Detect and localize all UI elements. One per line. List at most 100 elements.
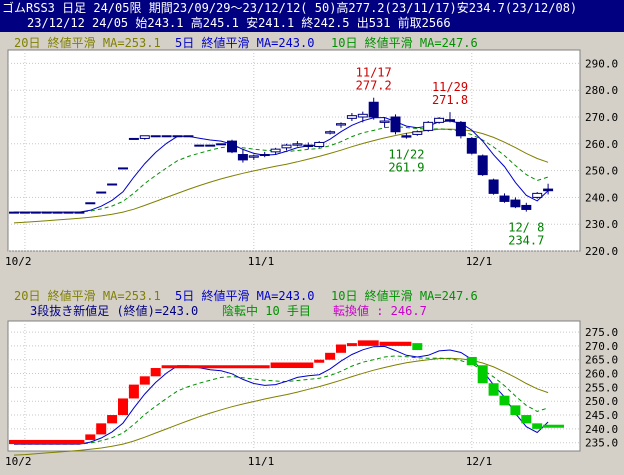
renko-brick-up: [139, 376, 150, 385]
candle-body-up: [41, 211, 52, 214]
annotation-date: 11/17: [356, 66, 392, 80]
candle-body-up: [336, 123, 346, 126]
candle-body-up: [379, 120, 390, 123]
x-tick-label: 10/2: [5, 255, 32, 268]
chart1-y-axis: 290.0 280.0 270.0 260.0 250.0 240.0 230.0 220.0: [585, 57, 618, 258]
candle: [259, 151, 270, 158]
ma5-line: [14, 345, 549, 445]
candle-body-up: [183, 135, 194, 138]
candle-body-up: [216, 143, 227, 146]
y-tick-label: 265.0: [585, 354, 618, 367]
chart2-moving-averages: [13, 345, 549, 456]
candle-body-up: [161, 135, 172, 138]
renko-brick-down: [466, 356, 477, 366]
candle-body-up: [270, 148, 281, 153]
candle-body-down: [237, 154, 248, 161]
y-tick-label: 260.0: [585, 138, 618, 151]
candle: [292, 141, 303, 147]
candle-body-up: [423, 121, 434, 131]
candle-body-down: [401, 135, 412, 138]
candle-body-up: [314, 141, 325, 147]
candle: [183, 135, 194, 138]
candle: [19, 211, 30, 214]
renko-brick-up: [85, 434, 96, 440]
legend-ma5: 5日 終値平滑 MA=243.0: [175, 35, 314, 50]
candle: [118, 167, 128, 170]
chart2-gridlines: [8, 321, 580, 451]
candle-body-down: [543, 188, 554, 192]
legend2-status: 陰転中 10 手目: [222, 303, 311, 318]
candle: [379, 117, 390, 128]
candle: [499, 193, 510, 203]
candle: [139, 135, 150, 140]
x-tick-label: 12/1: [466, 455, 493, 468]
candle: [521, 202, 532, 212]
renko-brick-down: [412, 343, 423, 351]
candle-body-up: [248, 155, 259, 158]
candle: [41, 211, 52, 214]
candle: [52, 211, 63, 214]
candle: [445, 112, 455, 123]
legend2-reversal: 転換値 : 246.7: [333, 303, 427, 318]
candle-body-down: [521, 204, 532, 210]
y-tick-label: 220.0: [585, 245, 618, 258]
candle-body-down: [477, 155, 488, 176]
candle: [412, 130, 423, 136]
candle: [488, 178, 499, 195]
y-tick-label: 270.0: [585, 340, 618, 353]
header-summary: ゴムRSS3 日足 24/05限 期間23/09/29～23/12/12( 50…: [2, 1, 578, 15]
candle-body-up: [259, 154, 270, 157]
candle: [161, 135, 172, 138]
renko-brick-up: [161, 365, 270, 369]
chart2-renko-bricks: [9, 340, 564, 445]
candle: [543, 183, 554, 195]
annotation-date: 11/29: [432, 80, 468, 94]
candle: [314, 141, 325, 148]
legend-ma20: 20日 終値平滑 MA=253.1: [14, 35, 161, 50]
candle: [194, 144, 205, 147]
renko-brick-down: [488, 383, 499, 396]
candle: [423, 121, 434, 132]
candle-body-up: [9, 211, 19, 214]
chart1-candles: [9, 97, 554, 214]
renko-brick-down: [532, 423, 543, 429]
candle-body-up: [150, 135, 161, 138]
candle: [336, 122, 346, 128]
renko-brick-down: [543, 424, 564, 428]
annotation-date: 12/ 8: [508, 221, 544, 235]
candle: [248, 154, 259, 160]
renko-brick-down: [521, 415, 532, 424]
renko-brick-up: [150, 368, 161, 377]
candle-body-up: [19, 211, 30, 214]
candle: [63, 211, 74, 214]
candle: [107, 183, 118, 186]
legend2-ma5: 5日 終値平滑 MA=243.0: [175, 288, 314, 303]
renko-brick-up: [346, 343, 357, 347]
candle-body-down: [510, 199, 521, 208]
candle: [346, 112, 357, 122]
x-tick-label: 11/1: [248, 455, 274, 468]
candle-body-up: [205, 144, 216, 147]
renko-brick-down: [510, 405, 521, 416]
x-tick-label: 11/1: [248, 255, 274, 268]
candle-body-up: [52, 211, 63, 214]
candle: [9, 211, 19, 214]
x-tick-label: 12/1: [466, 255, 493, 268]
candle-body-up: [357, 113, 368, 118]
renko-brick-up: [107, 415, 118, 424]
y-tick-label: 255.0: [585, 381, 618, 394]
renko-brick-up: [118, 398, 128, 416]
annotation-value: 234.7: [508, 234, 544, 248]
candle-body-up: [412, 131, 423, 135]
candle-body-up: [139, 135, 150, 139]
chart-header: ゴムRSS3 日足 24/05限 期間23/09/29～23/12/12( 50…: [0, 0, 624, 32]
candle-body-down: [227, 140, 237, 153]
y-tick-label: 260.0: [585, 368, 618, 381]
candle: [281, 143, 292, 151]
candle: [401, 133, 412, 139]
candle: [85, 202, 96, 205]
candlestick-chart: 290.0 280.0 270.0 260.0 250.0 240.0 230.0 220.0…: [0, 32, 624, 272]
candle-body-up: [434, 117, 445, 123]
candle: [270, 147, 281, 155]
